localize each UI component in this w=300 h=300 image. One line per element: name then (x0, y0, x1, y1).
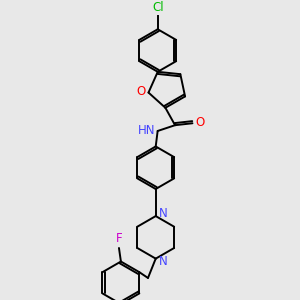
Text: O: O (195, 116, 205, 129)
Text: N: N (159, 255, 167, 268)
Text: HN: HN (138, 124, 156, 136)
Text: O: O (136, 85, 146, 98)
Text: N: N (159, 207, 167, 220)
Text: Cl: Cl (152, 1, 164, 14)
Text: F: F (116, 232, 122, 245)
